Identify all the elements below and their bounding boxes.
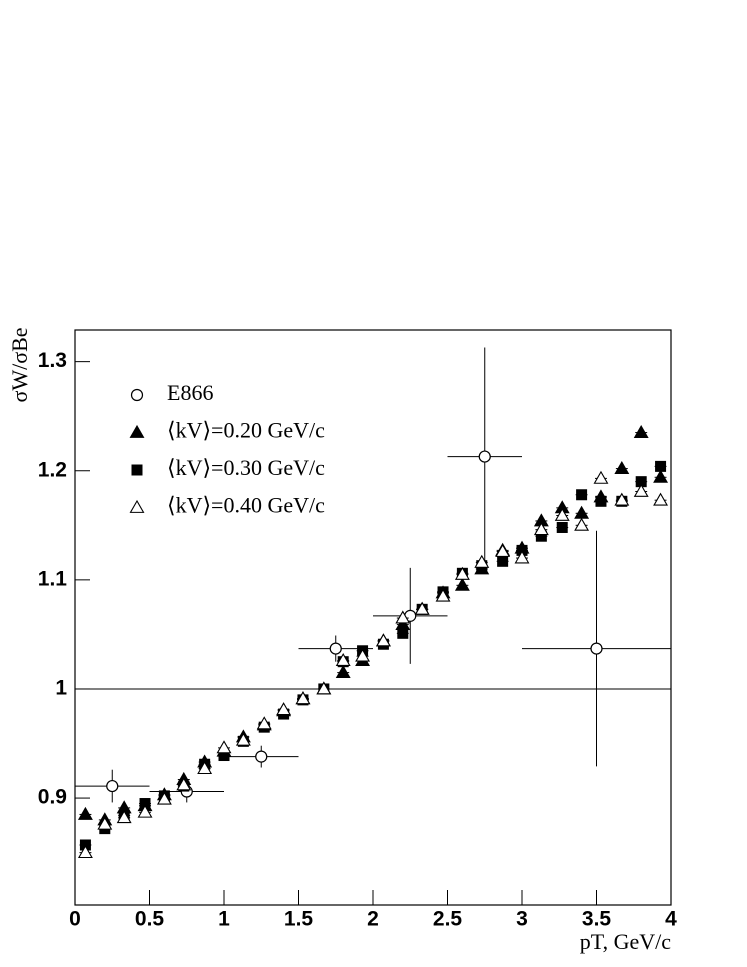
data-point — [633, 424, 649, 438]
data-point — [574, 517, 590, 531]
data-point — [554, 507, 570, 521]
x-tick-label: 2 — [367, 908, 379, 931]
data-point — [576, 489, 588, 501]
legend-marker — [129, 424, 145, 438]
y-tick-label: 0.9 — [38, 786, 67, 809]
legend-marker — [130, 388, 144, 402]
x-tick-label: 1 — [218, 908, 230, 931]
data-point — [614, 460, 630, 474]
x-tick-label: 0.5 — [135, 908, 165, 931]
data-point — [454, 577, 470, 591]
data-point — [556, 521, 568, 533]
data-point — [97, 816, 113, 830]
x-tick-label: 2.5 — [433, 908, 463, 931]
data-point — [335, 652, 351, 667]
x-axis-label: pT, GeV/c — [580, 929, 671, 954]
x-tick-label: 0 — [69, 908, 81, 931]
y-tick-label: 1.1 — [38, 567, 68, 590]
data-point — [156, 791, 172, 805]
data-point — [533, 522, 549, 536]
data-point — [497, 555, 509, 567]
data-point — [454, 566, 470, 580]
data-point — [77, 845, 93, 859]
data-point — [633, 483, 649, 497]
data-point — [235, 732, 251, 746]
legend-label: ⟨kV⟩=0.40 GeV/c — [167, 493, 325, 518]
y-tick-label: 1.3 — [38, 349, 67, 372]
x-tick-label: 3.5 — [582, 908, 612, 931]
x-tick-label: 1.5 — [284, 908, 314, 931]
data-point — [397, 627, 409, 639]
data-point — [655, 460, 667, 472]
y-tick-label: 1 — [55, 677, 67, 700]
x-tick-label: 3 — [516, 908, 528, 931]
data-point — [295, 691, 311, 705]
data-point — [614, 492, 630, 506]
data-point — [106, 779, 119, 793]
data-point — [435, 588, 451, 602]
data-point — [116, 810, 132, 824]
data-point — [574, 505, 590, 519]
data-point — [414, 601, 430, 615]
legend-label: E866 — [167, 380, 213, 405]
x-tick-label: 4 — [665, 908, 677, 931]
data-point — [653, 469, 669, 483]
plot-frame — [74, 329, 672, 906]
data-point — [590, 642, 603, 655]
legend-marker — [129, 499, 145, 513]
data-point — [276, 702, 292, 716]
data-point — [355, 648, 371, 662]
data-point — [216, 740, 232, 754]
data-point — [474, 554, 490, 568]
y-axis-label: σW/σBe — [7, 327, 32, 402]
data-point — [335, 664, 351, 679]
data-point — [395, 610, 411, 624]
data-point — [495, 543, 511, 557]
data-point — [176, 777, 192, 791]
data-point — [375, 633, 391, 647]
data-point — [595, 495, 607, 507]
legend-label: ⟨kV⟩=0.30 GeV/c — [167, 455, 325, 480]
data-point — [478, 450, 491, 463]
data-point — [255, 750, 268, 763]
data-point — [593, 470, 609, 484]
data-point — [653, 492, 669, 506]
data-point — [514, 550, 530, 564]
data-point — [77, 806, 93, 820]
data-point — [316, 681, 332, 695]
data-point — [256, 716, 272, 730]
legend-label: ⟨kV⟩=0.20 GeV/c — [167, 418, 325, 443]
y-tick-label: 1.2 — [38, 458, 67, 481]
legend-marker — [131, 464, 143, 476]
data-point — [197, 761, 213, 775]
data-point — [137, 804, 153, 818]
data-point — [329, 642, 342, 655]
